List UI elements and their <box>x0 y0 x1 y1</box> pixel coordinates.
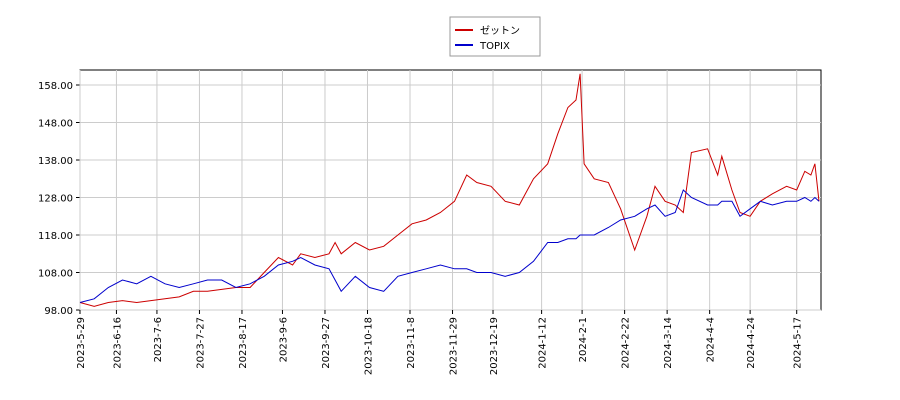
y-tick-label: 98.00 <box>44 306 73 317</box>
x-tick-label: 2023-10-18 <box>363 317 374 375</box>
y-tick-label: 138.00 <box>38 156 73 167</box>
x-tick-label: 2023-9-27 <box>321 317 332 369</box>
x-tick-label: 2024-4-4 <box>706 317 717 362</box>
y-tick-label: 158.00 <box>38 81 73 92</box>
x-tick-label: 2024-5-17 <box>793 317 804 369</box>
x-tick-label: 2023-7-6 <box>153 317 164 362</box>
legend-label: ゼットン <box>480 25 520 37</box>
x-tick-label: 2024-4-24 <box>746 317 757 369</box>
x-tick-label: 2023-6-16 <box>112 317 123 369</box>
x-tick-label: 2023-7-27 <box>195 317 206 369</box>
x-tick-label: 2024-2-1 <box>578 317 589 362</box>
x-tick-label: 2024-3-14 <box>663 317 674 369</box>
y-tick-label: 128.00 <box>38 194 73 205</box>
y-tick-label: 148.00 <box>38 119 73 130</box>
x-tick-label: 2023-11-8 <box>406 317 417 369</box>
x-tick-label: 2023-5-29 <box>76 317 87 369</box>
legend-box <box>449 16 541 57</box>
y-tick-label: 118.00 <box>38 231 73 242</box>
x-tick-label: 2023-9-6 <box>278 317 289 362</box>
line-series <box>79 189 820 303</box>
line-series <box>79 73 820 307</box>
x-tick-label: 2023-11-29 <box>449 317 460 375</box>
x-tick-label: 2024-1-12 <box>538 317 549 369</box>
x-tick-label: 2024-2-22 <box>621 317 632 369</box>
x-tick-label: 2023-12-19 <box>489 317 500 375</box>
legend: ゼットン TOPIX <box>449 16 541 57</box>
y-tick-label: 108.00 <box>38 269 73 280</box>
legend-label: TOPIX <box>479 41 510 52</box>
x-tick-label: 2023-8-17 <box>238 317 249 369</box>
